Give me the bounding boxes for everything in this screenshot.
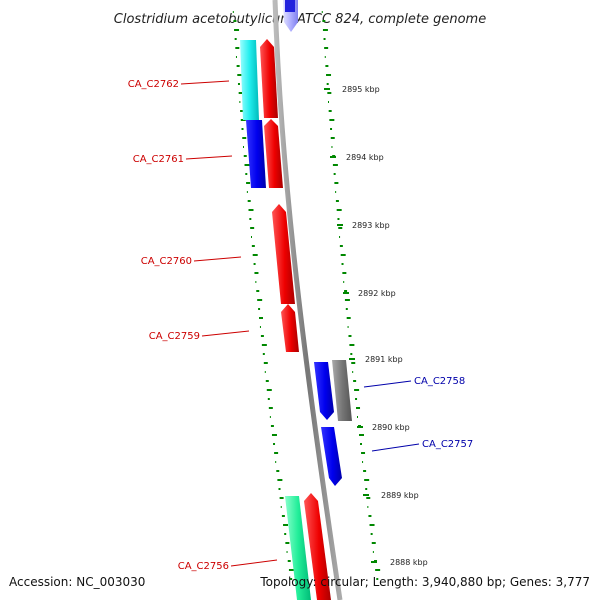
gene-label-ca-c2757[interactable]: CA_C2757 (422, 439, 473, 450)
gene-arrow-ca-c2760 (272, 204, 295, 304)
map-title: Clostridium acetobutylicum ATCC 824, com… (114, 12, 486, 27)
scale-label-2890: 2890 kbp (372, 423, 410, 432)
gene-arrow-ca-c2761 (246, 120, 266, 188)
scale-label-2891: 2891 kbp (365, 355, 403, 364)
genome-backbone (272, 0, 343, 600)
gene-arrow-ca-c2757 (321, 427, 342, 486)
gene-label-ca-c2761[interactable]: CA_C2761 (133, 154, 184, 165)
gene-arrow-ca-c2758 (314, 362, 334, 420)
accession-text: Accession: NC_003030 (9, 575, 146, 589)
gene-arrows (240, 0, 352, 600)
scale-label-2895: 2895 kbp (342, 85, 380, 94)
gene-arrow-gray (332, 360, 352, 421)
genome-summary-text: Topology: circular; Length: 3,940,880 bp… (260, 575, 590, 589)
scale-label-2893: 2893 kbp (352, 221, 390, 230)
gene-arrow-top-partial-core (285, 0, 295, 12)
gene-labels: CA_C2762 CA_C2761 CA_C2760 CA_C2759 CA_C… (128, 79, 474, 572)
scale-label-2889: 2889 kbp (381, 491, 419, 500)
scale-labels: 2895 kbp 2894 kbp 2893 kbp 2892 kbp 2891… (342, 85, 428, 567)
gene-arrow-red-3 (304, 493, 331, 600)
gene-arrow-ca-c2759 (281, 304, 299, 352)
gene-arrow-ca-c2762 (240, 40, 259, 120)
gene-label-ca-c2762[interactable]: CA_C2762 (128, 79, 179, 90)
scale-label-2892: 2892 kbp (358, 289, 396, 298)
gene-label-ca-c2758[interactable]: CA_C2758 (414, 376, 465, 387)
gene-arrow-red-2 (264, 119, 283, 188)
scale-ticks (324, 88, 377, 563)
gene-label-ca-c2756[interactable]: CA_C2756 (178, 561, 229, 572)
label-leader-lines (180, 80, 420, 567)
scale-label-2894: 2894 kbp (346, 153, 384, 162)
gene-label-ca-c2759[interactable]: CA_C2759 (149, 331, 200, 342)
scale-label-2888: 2888 kbp (390, 558, 428, 567)
gc-skew-outer-track (321, 11, 381, 580)
gene-arrow-red-1 (260, 39, 278, 118)
gene-label-ca-c2760[interactable]: CA_C2760 (141, 256, 192, 267)
gene-arrow-ca-c2756 (285, 496, 311, 600)
